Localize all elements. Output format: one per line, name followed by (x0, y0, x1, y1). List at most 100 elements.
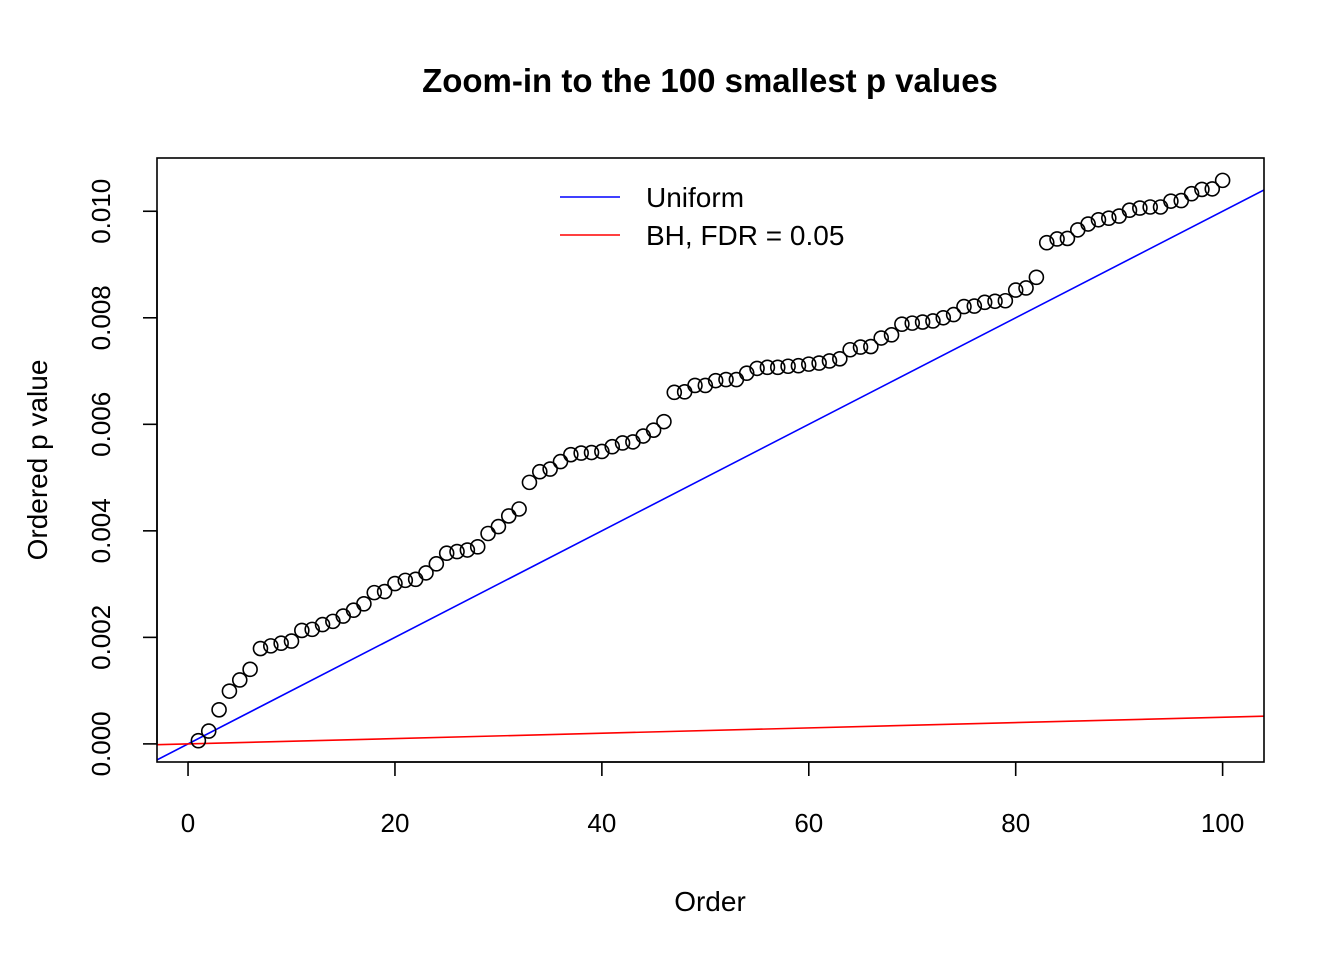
y-tick-label: 0.006 (86, 392, 116, 457)
data-point (821, 353, 838, 369)
data-point (211, 702, 227, 718)
data-point (997, 292, 1014, 309)
data-point (707, 372, 724, 389)
data-point (1214, 172, 1231, 189)
data-point (811, 355, 827, 371)
data-point (780, 358, 796, 375)
data-point (904, 315, 921, 331)
data-point (304, 621, 320, 638)
data-point (614, 435, 631, 451)
data-point (418, 565, 434, 581)
data-point (521, 474, 538, 491)
data-point (583, 444, 600, 461)
x-axis: 0 20 40 60 80 100 (181, 761, 1244, 838)
data-point (273, 635, 289, 652)
data-point (221, 683, 238, 699)
data-point (1049, 231, 1065, 247)
data-point (449, 543, 465, 560)
x-axis-label: Order (674, 886, 746, 917)
data-point (314, 616, 331, 633)
data-point (697, 377, 714, 394)
data-point (1038, 234, 1055, 251)
data-point (252, 640, 269, 657)
data-point (1018, 280, 1034, 296)
data-point (1121, 202, 1138, 218)
x-tick-label: 20 (380, 808, 409, 838)
data-point (1007, 282, 1024, 298)
data-point (1080, 216, 1096, 232)
reference-line-uniform (157, 189, 1264, 761)
y-tick-label: 0.008 (86, 285, 116, 350)
data-point (738, 365, 755, 381)
y-tick-label: 0.010 (86, 179, 116, 244)
data-point (459, 542, 476, 558)
data-point (852, 339, 869, 355)
data-point (283, 633, 300, 649)
data-point (1090, 211, 1107, 228)
chart-title: Zoom-in to the 100 smallest p values (422, 62, 998, 99)
data-point (376, 583, 393, 600)
data-point (469, 539, 486, 555)
x-tick-label: 0 (181, 808, 195, 838)
data-point (1194, 181, 1210, 198)
data-point (976, 294, 993, 311)
data-point (1142, 199, 1158, 215)
x-tick-label: 80 (1001, 808, 1030, 838)
data-point (832, 351, 848, 367)
data-point (563, 446, 579, 463)
data-point (687, 377, 703, 394)
data-point (294, 622, 310, 639)
y-axis: 0.000 0.002 0.004 0.006 0.008 0.010 (86, 179, 158, 776)
plot-area (157, 172, 1264, 761)
data-point (914, 314, 931, 330)
data-point (769, 359, 786, 376)
data-point (749, 360, 765, 377)
data-point (542, 461, 558, 477)
data-point (356, 596, 372, 612)
y-tick-label: 0.002 (86, 605, 116, 670)
data-point (883, 327, 900, 343)
data-point (231, 672, 248, 688)
data-point (894, 316, 910, 332)
data-point (604, 438, 621, 455)
data-point (242, 661, 258, 678)
data-point (987, 293, 1003, 310)
data-point (666, 384, 683, 401)
reference-line-bh (157, 715, 1264, 746)
data-point (645, 422, 662, 438)
data-point (656, 413, 672, 430)
y-axis-label: Ordered p value (22, 360, 53, 561)
data-point (790, 357, 807, 374)
data-point (842, 341, 858, 358)
data-point (428, 556, 445, 572)
data-point (387, 575, 403, 592)
x-tick-label: 60 (794, 808, 823, 838)
data-point (966, 298, 983, 314)
legend: Uniform BH, FDR = 0.05 (560, 182, 844, 251)
data-point (925, 313, 941, 329)
data-point (873, 330, 890, 346)
data-point (263, 638, 279, 654)
data-point (397, 572, 414, 589)
data-point (956, 298, 972, 315)
data-point (800, 356, 817, 372)
data-point (1163, 193, 1179, 209)
y-tick-label: 0.004 (86, 498, 116, 563)
data-point (366, 584, 383, 601)
data-point (200, 723, 217, 739)
data-point (945, 306, 962, 323)
data-point (1183, 185, 1200, 202)
x-tick-label: 100 (1201, 808, 1244, 838)
x-tick-label: 40 (587, 808, 616, 838)
data-point (511, 501, 527, 517)
data-point (190, 732, 207, 749)
data-point (863, 338, 879, 355)
data-point (594, 443, 610, 460)
data-point (1204, 181, 1221, 197)
legend-label: BH, FDR = 0.05 (646, 220, 844, 251)
data-point (531, 463, 548, 480)
data-point (1028, 269, 1045, 286)
